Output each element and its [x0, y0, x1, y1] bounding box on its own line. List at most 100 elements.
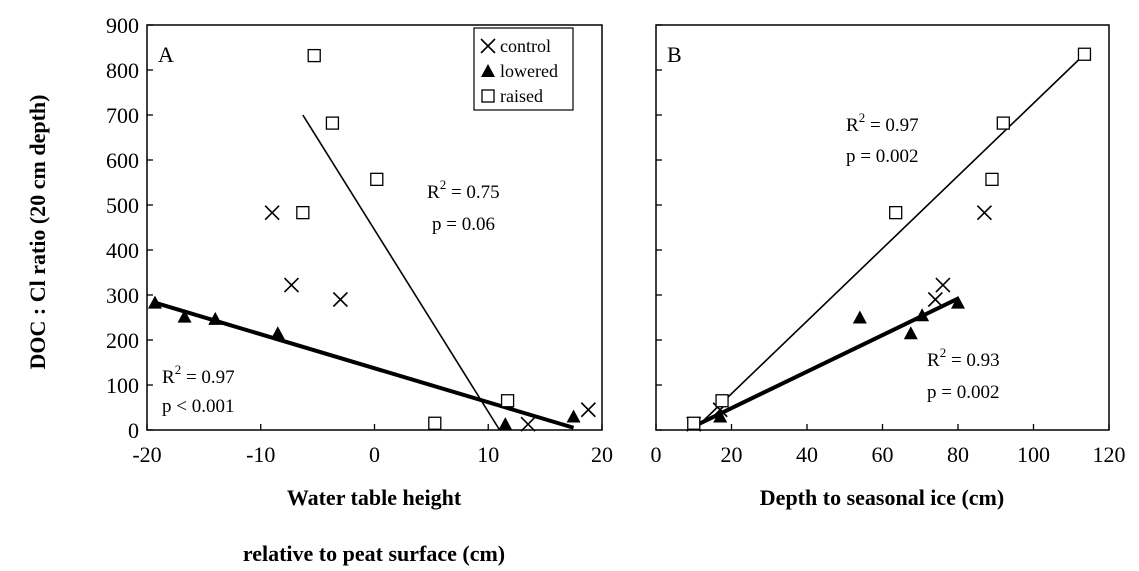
y-tick-label: 0 — [128, 418, 139, 443]
svg-text:R2 = 0.97: R2 = 0.97 — [846, 110, 919, 136]
legend-marker — [480, 38, 496, 54]
svg-text:R2 = 0.97: R2 = 0.97 — [162, 362, 235, 388]
panel-a-x-axis-title-line2: relative to peat surface (cm) — [243, 541, 505, 566]
point-control — [520, 416, 536, 432]
r2-label: R — [427, 182, 440, 203]
r2-label: R — [846, 115, 859, 136]
x-tick-label: 120 — [1093, 442, 1126, 467]
y-tick-label: 900 — [106, 13, 139, 38]
panel-a-y-ticks: 0 100 200 300 400 500 600 700 800 900 — [106, 13, 153, 443]
panel-a-fit-raised-annotation: R2 = 0.75 p = 0.06 — [427, 177, 500, 235]
panel-b-fit-raised-annotation: R2 = 0.97 p = 0.002 — [846, 110, 919, 167]
x-tick-label: 40 — [796, 442, 818, 467]
legend-marker-control — [480, 38, 496, 54]
panel-b-x-axis-title: Depth to seasonal ice (cm) — [760, 485, 1004, 510]
point-lowered — [498, 417, 513, 431]
point-control — [976, 205, 992, 221]
point-lowered — [852, 310, 867, 324]
point-raised — [687, 416, 701, 430]
y-tick-label: 300 — [106, 283, 139, 308]
point-lowered — [713, 409, 728, 423]
point-control — [935, 277, 951, 293]
y-tick-label: 400 — [106, 238, 139, 263]
x-tick-label: -10 — [246, 442, 275, 467]
point-raised — [307, 48, 321, 63]
point-lowered — [147, 295, 162, 309]
y-tick-label: 200 — [106, 328, 139, 353]
point-control — [580, 402, 596, 418]
x-tick-label: 10 — [477, 442, 499, 467]
panel-b-points — [686, 47, 1092, 432]
point-control — [283, 277, 300, 293]
r2-value: = 0.97 — [870, 115, 919, 136]
p-value: p = 0.002 — [846, 146, 918, 167]
y-axis-title: DOC : Cl ratio (20 cm depth) — [25, 95, 50, 370]
y-tick-label: 100 — [106, 373, 139, 398]
fit-line-lowered — [692, 296, 959, 429]
panel-a: 0 100 200 300 400 500 600 700 800 900 -20 -10 0 10 20… — [106, 13, 613, 566]
point-raised — [996, 116, 1010, 130]
svg-text:R2 = 0.93: R2 = 0.93 — [927, 345, 1000, 371]
point-raised — [1077, 47, 1092, 61]
r2-value: = 0.93 — [951, 350, 1000, 371]
x-tick-label: 0 — [651, 442, 662, 467]
point-control — [927, 291, 943, 308]
point-lowered — [566, 409, 581, 423]
point-raised — [325, 116, 340, 130]
r2-value: = 0.97 — [186, 367, 235, 388]
panel-b-fit-lowered-annotation: R2 = 0.93 p = 0.002 — [927, 345, 1000, 403]
legend-label-lowered: lowered — [500, 61, 558, 81]
r2-label: R — [927, 350, 940, 371]
p-value: p = 0.002 — [927, 382, 999, 403]
legend-marker-raised — [481, 89, 495, 103]
y-tick-label: 700 — [106, 103, 139, 128]
panel-a-label: A — [158, 42, 174, 67]
panel-b-label: B — [667, 42, 682, 67]
point-raised — [715, 394, 729, 408]
x-tick-label: 20 — [591, 442, 613, 467]
p-value: p < 0.001 — [162, 396, 234, 417]
point-control — [332, 291, 348, 308]
x-tick-label: 100 — [1017, 442, 1050, 467]
legend-label-raised: raised — [500, 86, 543, 106]
legend-marker — [481, 89, 495, 103]
panel-a-fit-lowered-annotation: R2 = 0.97 p < 0.001 — [162, 362, 235, 417]
point-raised — [370, 172, 384, 187]
panel-a-x-axis-title-line1: Water table height — [287, 485, 462, 510]
point-lowered — [951, 295, 965, 309]
x-tick-label: 60 — [872, 442, 894, 467]
point-control — [264, 205, 280, 221]
y-tick-label: 500 — [106, 193, 139, 218]
point-raised — [428, 416, 442, 430]
panel-b-frame — [655, 24, 1110, 431]
point-raised — [985, 172, 999, 187]
y-tick-label: 800 — [106, 58, 139, 83]
panel-a-x-ticks: -20 -10 0 10 20 — [132, 424, 613, 467]
legend-marker — [481, 64, 495, 77]
point-raised — [296, 205, 310, 220]
legend-marker-lowered — [481, 64, 495, 77]
panel-a-points — [147, 48, 596, 432]
point-lowered — [270, 326, 285, 340]
panel-b-fits — [692, 53, 1086, 431]
point-lowered — [208, 311, 223, 325]
p-value: p = 0.06 — [432, 214, 495, 235]
panel-b: 0 20 40 60 80 100 120 B R2 = 0.97 p = 0.002 R2… — [651, 24, 1126, 510]
fit-line-raised — [693, 53, 1086, 431]
x-tick-label: 80 — [947, 442, 969, 467]
r2-value: = 0.75 — [451, 182, 500, 203]
point-lowered — [177, 309, 192, 323]
r2-label: R — [162, 367, 175, 388]
svg-text:R2 = 0.75: R2 = 0.75 — [427, 177, 500, 203]
x-tick-label: 20 — [721, 442, 743, 467]
legend-label-control: control — [500, 36, 551, 56]
point-raised — [500, 394, 515, 408]
panel-b-x-ticks: 0 20 40 60 80 100 120 — [651, 424, 1126, 467]
point-raised — [889, 205, 903, 220]
legend: control lowered raised — [473, 27, 574, 111]
y-tick-label: 600 — [106, 148, 139, 173]
panel-b-y-ticks — [656, 24, 662, 431]
x-tick-label: -20 — [132, 442, 161, 467]
x-tick-label: 0 — [369, 442, 380, 467]
